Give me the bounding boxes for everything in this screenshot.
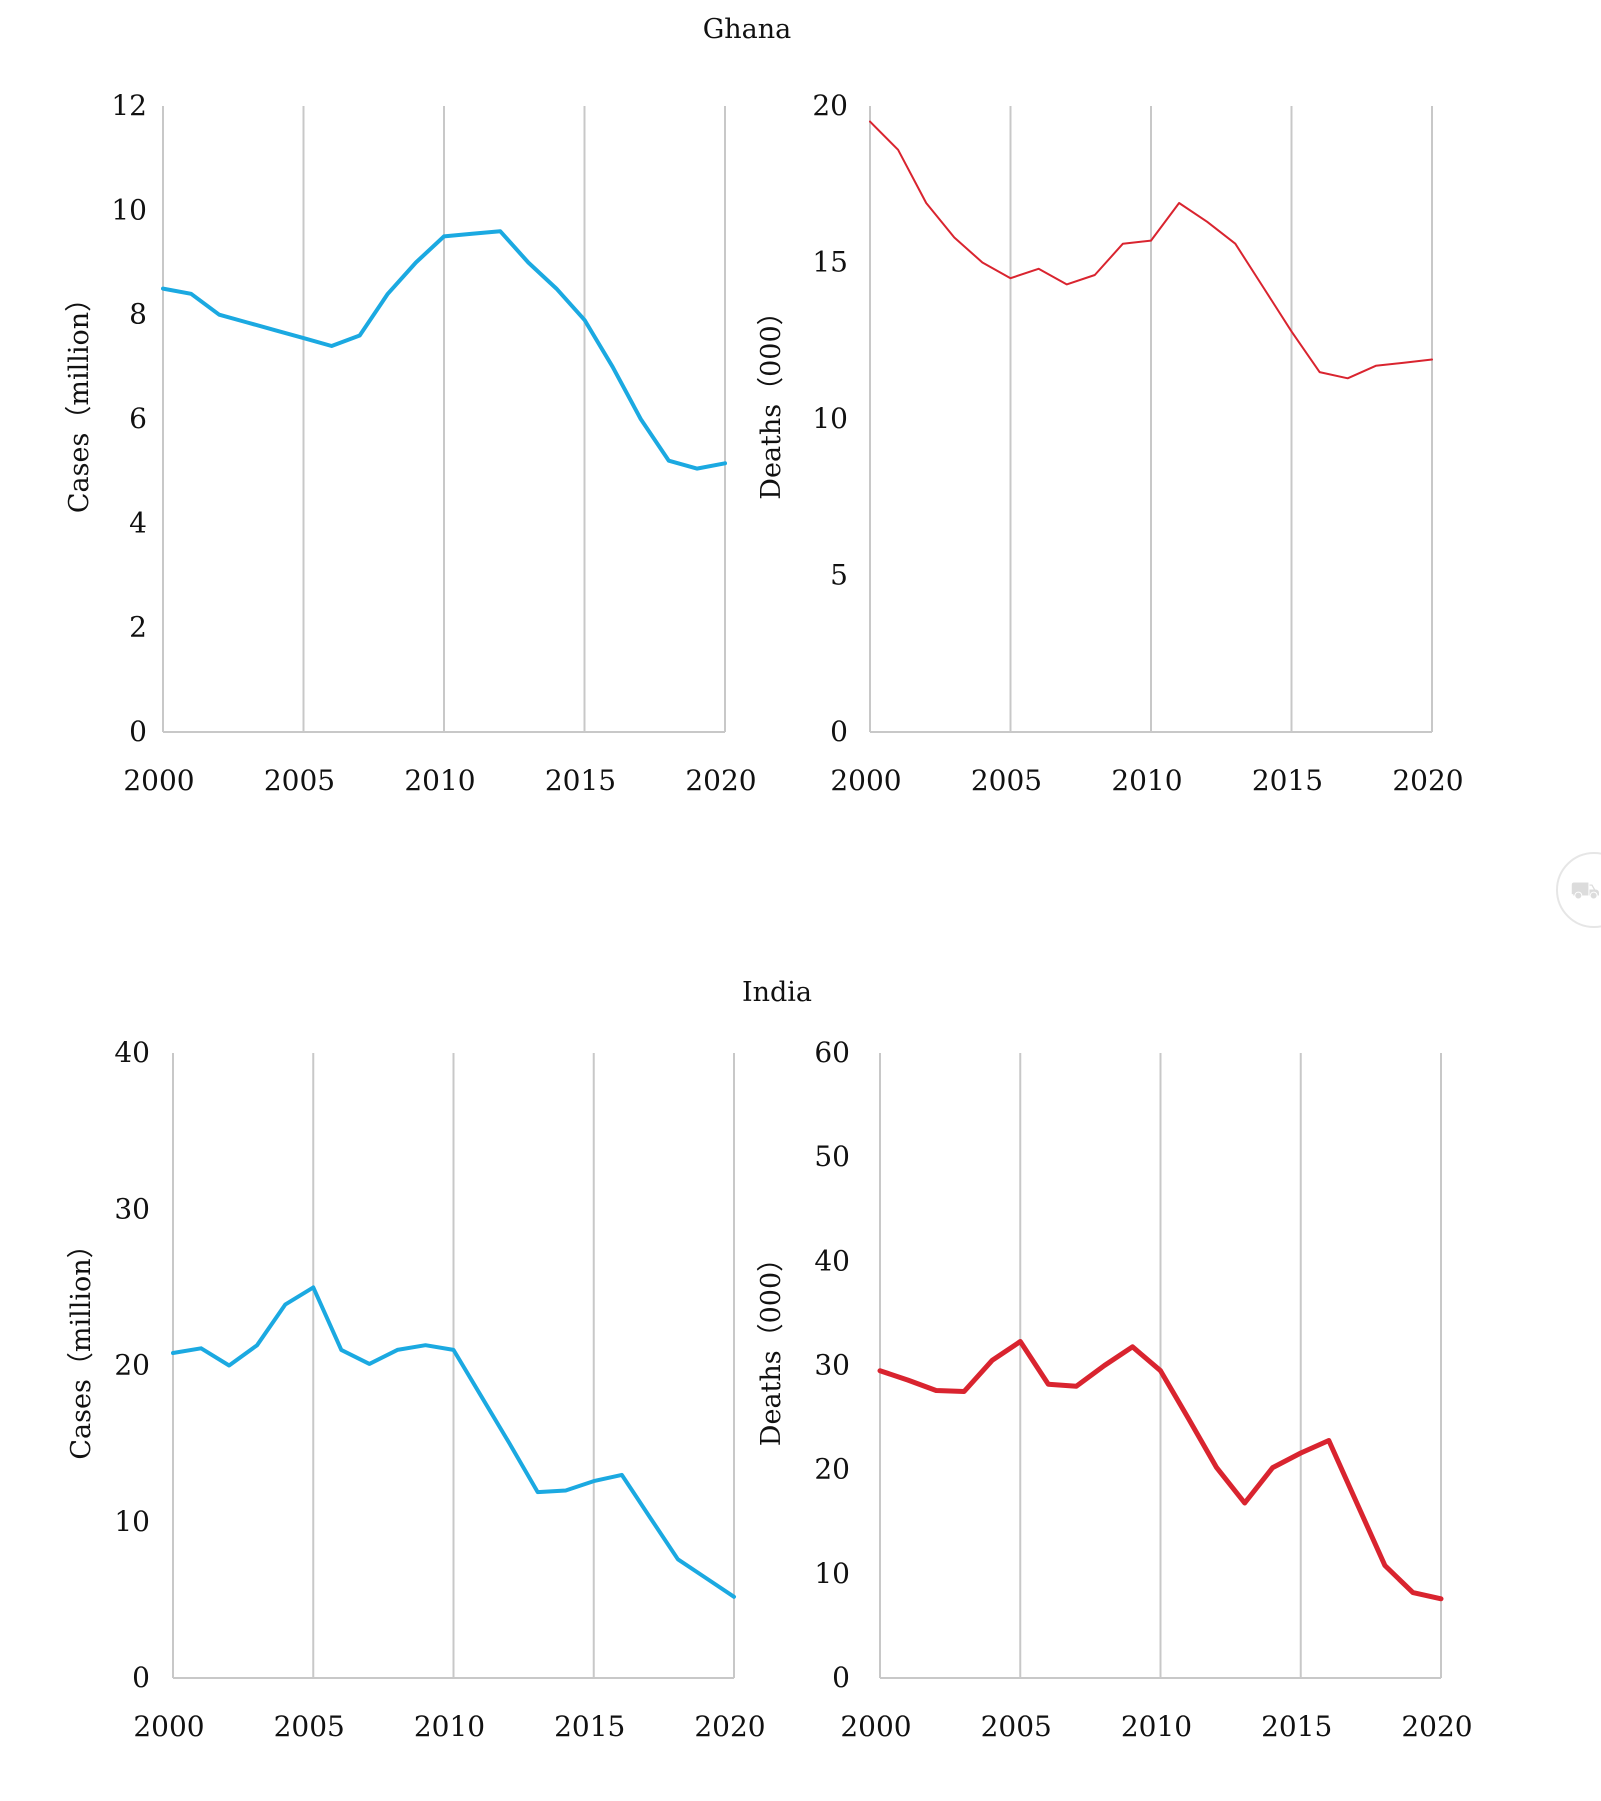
ghana-deaths-y-tick-label: 0: [830, 715, 848, 748]
india-deaths-x-tick-label: 2005: [981, 1710, 1052, 1743]
india-cases-y-tick-label: 0: [132, 1661, 150, 1694]
india-cases-x-tick-label: 2010: [414, 1710, 485, 1743]
ghana-cases-y-axis-label: Cases（million）: [64, 285, 95, 513]
ghana-cases-y-tick-label: 12: [111, 89, 147, 122]
india-cases-x-tick-label: 2000: [133, 1710, 204, 1743]
india-deaths-x-tick-label: 2010: [1121, 1710, 1192, 1743]
ghana-cases-x-tick-label: 2000: [123, 764, 194, 797]
ghana-deaths-line: [869, 120, 1433, 380]
india-cases-x-tick-label: 2005: [274, 1710, 345, 1743]
ghana-deaths-y-axis-label: Deaths（000）: [756, 298, 787, 499]
india-cases-y-tick-label: 20: [114, 1349, 150, 1382]
india-cases-x-tick-label: 2015: [554, 1710, 625, 1743]
ghana-cases-x-tick-label: 2005: [264, 764, 335, 797]
ghana-deaths-y-tick-label: 20: [812, 89, 848, 122]
ghana-cases-y-tick-label: 10: [111, 193, 147, 226]
india-deaths-y-tick-label: 40: [814, 1244, 850, 1277]
ghana-deaths-y-tick-label: 5: [830, 559, 848, 592]
ghana-deaths-x-tick-label: 2000: [830, 764, 901, 797]
india-cases-x-tick-label: 2020: [694, 1710, 765, 1743]
india-cases-y-axis-label: Cases（million）: [66, 1231, 97, 1459]
ghana-cases-y-tick-label: 4: [129, 506, 147, 539]
india-title: India: [742, 977, 812, 1008]
ghana-cases-chart: 0 2 4 6 8 10 12 2000 2005 2010 2015 2020 Cases（milli…: [64, 89, 757, 797]
india-deaths-y-tick-label: 30: [814, 1349, 850, 1382]
ghana-deaths-chart: 0 5 10 15 20 2000 2005 2010 2015 2020 Deaths（000）: [756, 89, 1464, 797]
india-cases-y-tick-label: 40: [114, 1036, 150, 1069]
india-deaths-y-tick-label: 60: [814, 1036, 850, 1069]
ghana-deaths-x-tick-label: 2015: [1252, 764, 1323, 797]
india-cases-y-tick-label: 10: [114, 1505, 150, 1538]
ghana-cases-y-tick-label: 8: [129, 298, 147, 331]
ghana-cases-x-tick-label: 2010: [404, 764, 475, 797]
india-deaths-chart: 0 10 20 30 40 50 60 2000 2005 2010 2015 2020 Deaths（…: [756, 1036, 1473, 1743]
ghana-deaths-x-tick-label: 2005: [971, 764, 1042, 797]
ghana-deaths-y-tick-label: 15: [812, 246, 848, 279]
ghana-cases-y-tick-label: 6: [129, 402, 147, 435]
india-deaths-x-tick-label: 2000: [840, 1710, 911, 1743]
india-deaths-x-tick-label: 2015: [1261, 1710, 1332, 1743]
ghana-cases-y-tick-label: 2: [129, 611, 147, 644]
india-deaths-x-tick-label: 2020: [1401, 1710, 1472, 1743]
ghana-deaths-x-tick-label: 2010: [1111, 764, 1182, 797]
india-cases-y-tick-label: 30: [114, 1192, 150, 1225]
india-deaths-y-tick-label: 10: [814, 1557, 850, 1590]
india-deaths-line: [877, 1339, 1444, 1602]
ghana-cases-line: [161, 229, 727, 471]
ghana-cases-x-tick-label: 2015: [545, 764, 616, 797]
india-deaths-y-tick-label: 50: [814, 1140, 850, 1173]
india-deaths-y-tick-label: 0: [832, 1661, 850, 1694]
india-deaths-y-tick-label: 20: [814, 1453, 850, 1486]
ghana-cases-y-tick-label: 0: [129, 715, 147, 748]
ghana-deaths-x-tick-label: 2020: [1392, 764, 1463, 797]
india-deaths-y-axis-label: Deaths（000）: [756, 1245, 787, 1446]
india-cases-line: [171, 1285, 736, 1599]
ghana-deaths-y-tick-label: 10: [812, 402, 848, 435]
india-cases-chart: 0 10 20 30 40 2000 2005 2010 2015 2020 Cases（milli…: [66, 1036, 766, 1743]
ghana-title: Ghana: [703, 14, 792, 45]
ghana-cases-x-tick-label: 2020: [685, 764, 756, 797]
